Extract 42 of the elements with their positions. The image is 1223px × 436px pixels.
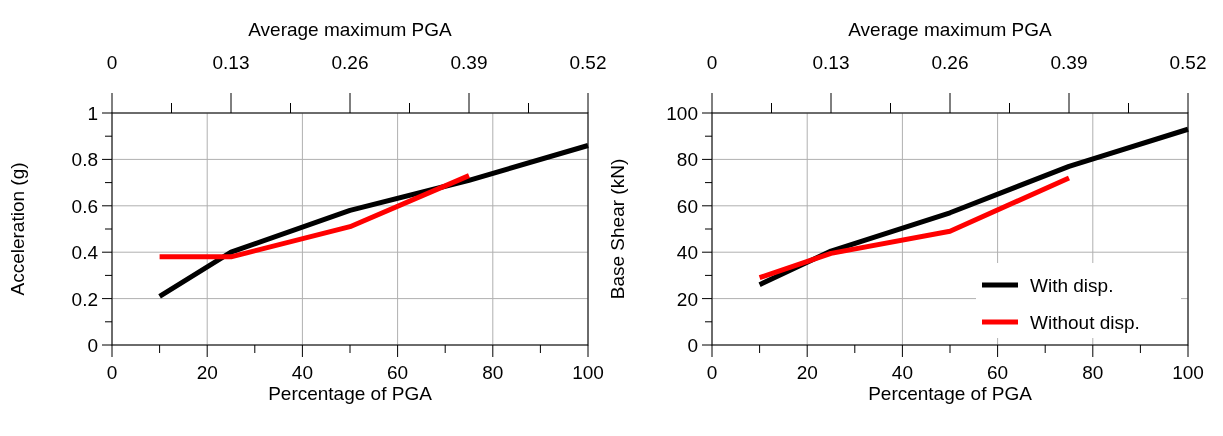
x-tick-label: 40 [291, 362, 313, 383]
x-tick-label: 0 [106, 362, 118, 383]
y-axis-title: Acceleration (g) [7, 162, 28, 296]
y-tick-label: 0.2 [71, 288, 98, 310]
y-tick-label: 0 [687, 335, 698, 356]
x-axis-title: Percentage of PGA [868, 383, 1033, 404]
y-tick-label: 0 [87, 335, 98, 356]
x2-axis-title: Average maximum PGA [848, 19, 1053, 40]
y-axis-title: Base Shear (kN) [607, 158, 628, 300]
y-tick-label: 80 [676, 149, 698, 171]
x2-tick-label: 0.13 [812, 52, 850, 73]
x2-tick-label: 0 [706, 52, 718, 73]
x2-tick-label: 0.52 [569, 52, 607, 73]
x2-tick-label: 0.26 [331, 52, 369, 73]
y-tick-label: 40 [676, 242, 698, 264]
x-tick-label: 100 [1172, 362, 1204, 383]
y-tick-label: 0.4 [71, 242, 99, 264]
x2-tick-label: 0.39 [1050, 52, 1088, 73]
x-tick-label: 0 [706, 362, 718, 383]
legend-label: Without disp. [1030, 312, 1140, 333]
x2-tick-label: 0.39 [450, 52, 488, 73]
x-tick-label: 20 [796, 362, 818, 383]
x-tick-label: 80 [1082, 362, 1104, 383]
x2-tick-label: 0.26 [931, 52, 969, 73]
y-tick-label: 1 [87, 103, 98, 124]
legend-label: With disp. [1030, 275, 1114, 296]
x2-tick-label: 0 [106, 52, 118, 73]
y-tick-label: 20 [676, 288, 698, 310]
x-tick-label: 60 [987, 362, 1009, 383]
x-tick-label: 100 [572, 362, 604, 383]
x-tick-label: 60 [387, 362, 409, 383]
x-tick-label: 40 [891, 362, 913, 383]
y-tick-label: 0.6 [71, 195, 98, 217]
y-tick-label: 0.8 [71, 149, 98, 171]
x2-axis-title: Average maximum PGA [248, 19, 453, 40]
y-tick-label: 100 [666, 103, 698, 124]
x-tick-label: 80 [482, 362, 504, 383]
y-tick-label: 60 [676, 195, 698, 217]
x2-tick-label: 0.52 [1169, 52, 1207, 73]
x-tick-label: 20 [196, 362, 218, 383]
x-axis-title: Percentage of PGA [268, 383, 433, 404]
x2-tick-label: 0.13 [212, 52, 250, 73]
